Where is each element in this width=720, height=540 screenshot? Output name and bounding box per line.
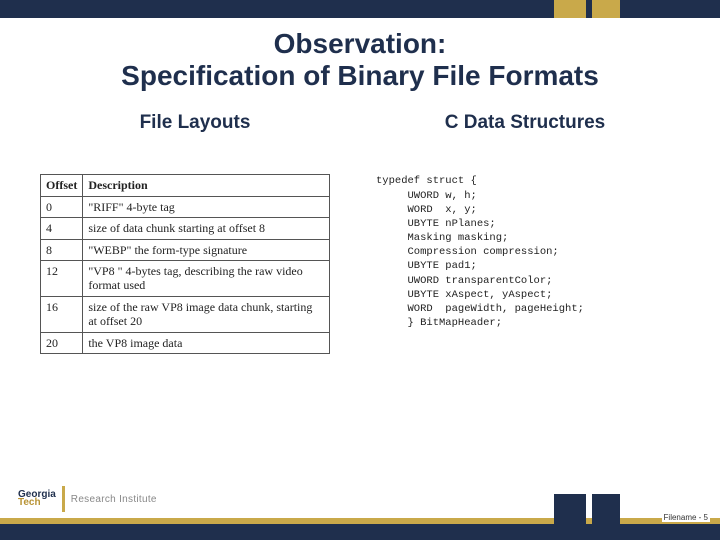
cell-offset: 20 (41, 332, 83, 353)
footer-accent-col (592, 494, 620, 524)
logo-tech: Tech (18, 499, 56, 508)
title-line-2: Specification of Binary File Formats (20, 60, 700, 92)
footer-accent-col (554, 494, 586, 524)
cell-desc: size of the raw VP8 image data chunk, st… (83, 296, 330, 332)
logo-institute: Research Institute (71, 494, 157, 505)
footer-navy-bar (0, 524, 720, 540)
cell-desc: "VP8 " 4-bytes tag, describing the raw v… (83, 260, 330, 296)
slide-title: Observation: Specification of Binary Fil… (0, 18, 720, 98)
logo-divider (62, 486, 65, 512)
cell-offset: 12 (41, 260, 83, 296)
table-row: 0 "RIFF" 4-byte tag (41, 196, 330, 217)
table-row: 12 "VP8 " 4-bytes tag, describing the ra… (41, 260, 330, 296)
cell-offset: 4 (41, 218, 83, 239)
cell-desc: the VP8 image data (83, 332, 330, 353)
title-line-1: Observation: (20, 28, 700, 60)
cell-offset: 0 (41, 196, 83, 217)
table-row: 16 size of the raw VP8 image data chunk,… (41, 296, 330, 332)
file-layout-table: Offset Description 0 "RIFF" 4-byte tag 4… (40, 174, 330, 354)
right-column: C Data Structures typedef struct { UWORD… (370, 112, 680, 354)
table-row: 20 the VP8 image data (41, 332, 330, 353)
cell-desc: "WEBP" the form-type signature (83, 239, 330, 260)
left-heading: File Layouts (40, 112, 350, 134)
table-row: 4 size of data chunk starting at offset … (41, 218, 330, 239)
logo-text: Georgia Tech (18, 491, 56, 508)
top-bar-accent (554, 0, 586, 18)
cell-offset: 16 (41, 296, 83, 332)
th-offset: Offset (41, 175, 83, 196)
page-label: Filename - 5 (662, 513, 710, 522)
left-column: File Layouts Offset Description 0 "RIFF"… (40, 112, 350, 354)
top-bar-accent (592, 0, 620, 18)
cell-desc: size of data chunk starting at offset 8 (83, 218, 330, 239)
c-struct-code: typedef struct { UWORD w, h; WORD x, y; … (370, 174, 680, 330)
table-row: 8 "WEBP" the form-type signature (41, 239, 330, 260)
right-heading: C Data Structures (370, 112, 680, 134)
top-bar (0, 0, 720, 18)
cell-desc: "RIFF" 4-byte tag (83, 196, 330, 217)
cell-offset: 8 (41, 239, 83, 260)
gt-logo: Georgia Tech Research Institute (18, 486, 157, 512)
th-description: Description (83, 175, 330, 196)
content-columns: File Layouts Offset Description 0 "RIFF"… (0, 98, 720, 354)
